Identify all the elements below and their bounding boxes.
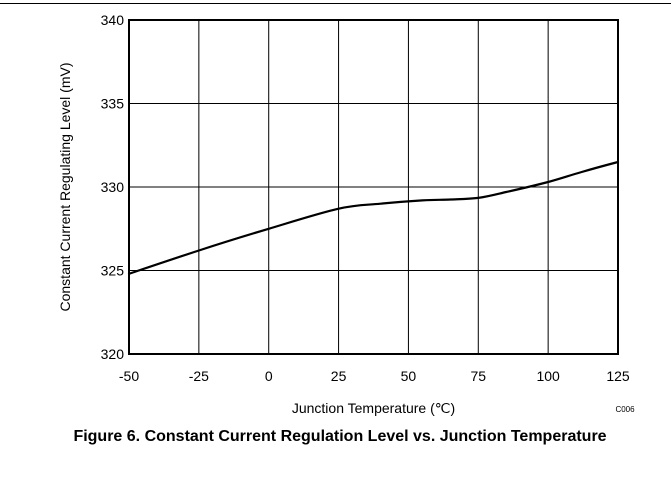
figure-caption: Figure 6. Constant Current Regulation Le… xyxy=(73,428,607,445)
x-tick-label: -50 xyxy=(119,368,139,384)
x-tick-label: 75 xyxy=(470,368,486,384)
x-tick-label: 125 xyxy=(606,368,630,384)
y-tick-label: 340 xyxy=(101,12,125,28)
y-tick-label: 320 xyxy=(101,346,125,362)
x-tick-label: 0 xyxy=(265,368,273,384)
grid xyxy=(128,19,619,355)
x-tick-label: 50 xyxy=(401,368,417,384)
x-tick-label: -25 xyxy=(189,368,209,384)
top-rule xyxy=(0,3,671,4)
x-tick-labels: -50 -25 0 25 50 75 100 125 xyxy=(119,368,630,384)
plot-frame xyxy=(128,19,619,355)
y-axis-label: Constant Current Regulating Level (mV) xyxy=(57,62,73,311)
y-tick-label: 330 xyxy=(101,179,125,195)
series-line xyxy=(127,160,620,275)
y-tick-labels: 320 325 330 335 340 xyxy=(101,12,125,362)
x-axis-label: Junction Temperature (℃) xyxy=(292,400,455,416)
y-tick-label: 335 xyxy=(101,96,125,112)
x-tick-label: 25 xyxy=(331,368,347,384)
x-tick-label: 100 xyxy=(536,368,560,384)
figure-code: C006 xyxy=(615,405,635,414)
y-tick-label: 325 xyxy=(101,263,125,279)
